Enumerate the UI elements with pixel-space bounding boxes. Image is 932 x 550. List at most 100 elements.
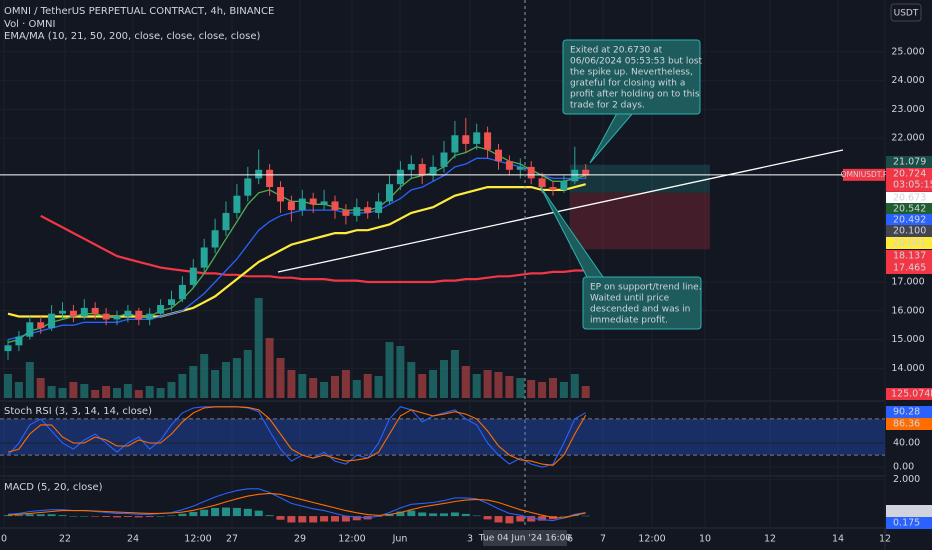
annotation-text: Exited at 20.6730 at [570, 46, 663, 56]
y-tick-label: 40.00 [893, 438, 920, 449]
price-tag [886, 250, 932, 262]
histogram-bar [167, 515, 176, 517]
currency-label[interactable]: USDT [894, 9, 919, 19]
candle-body [495, 149, 502, 162]
candle-body [364, 207, 372, 213]
candle-body [168, 299, 175, 306]
histogram-bar [134, 516, 143, 518]
price-tag [886, 225, 932, 237]
volume-bar [58, 388, 67, 398]
x-tick-label: 6 [567, 534, 573, 545]
x-tick-label: Jun [392, 534, 408, 545]
x-tick-label: 24 [127, 534, 139, 545]
candle-body [440, 152, 448, 167]
volume-bar [494, 372, 503, 398]
histogram-bar [123, 516, 132, 517]
candle-body [418, 164, 426, 176]
symbol-tag-label: OMNIUSDT.P [841, 170, 888, 179]
macd-line [7, 488, 586, 522]
annotation-text: grateful for closing with a [570, 79, 685, 89]
candle-body [4, 345, 12, 352]
volume-bar [102, 386, 111, 398]
candle-body [560, 181, 568, 190]
candle-body [353, 207, 361, 216]
candle-body [59, 310, 66, 314]
candle-body [473, 132, 481, 144]
volume-bar [385, 342, 394, 398]
histogram-bar [320, 516, 329, 522]
histogram-bar [494, 516, 503, 523]
volume-bar [581, 386, 590, 398]
price-tag-label: 20.673 [893, 193, 926, 204]
candle-body [484, 132, 492, 150]
histogram-bar [102, 516, 111, 517]
x-tick-label: 12 [764, 534, 776, 545]
volume-bar [4, 374, 12, 398]
candle-body [91, 307, 99, 314]
volume-bar [320, 382, 329, 398]
histogram-bar [113, 516, 121, 518]
volume-bar [309, 378, 318, 398]
candle-body [146, 313, 154, 320]
candle-body [102, 313, 110, 320]
histogram-bar [341, 516, 350, 522]
volume-bar [505, 376, 514, 398]
annotation-text: EP on support/trend line. [590, 283, 702, 293]
volume-bar [363, 374, 372, 398]
price-tag-label: 20.001 [893, 238, 926, 249]
histogram-bar [331, 516, 339, 522]
x-tick-label: 7 [600, 534, 606, 545]
volume-bar [123, 384, 132, 398]
candle-body [331, 201, 339, 211]
volume-bar [134, 390, 143, 398]
histogram-bar [396, 511, 405, 517]
volume-bar [91, 390, 100, 398]
candle-body [26, 322, 34, 337]
candle-body [266, 169, 274, 188]
volume-bar [36, 378, 45, 398]
histogram-bar [25, 514, 34, 517]
volume-bar [265, 338, 274, 398]
x-tick-label: 3 [467, 534, 473, 545]
y-tick-label: 14.000 [891, 363, 924, 374]
volume-bar [407, 362, 416, 398]
y-tick-label: 2.000 [893, 474, 920, 485]
histogram-bar [211, 507, 220, 517]
histogram-bar [276, 516, 285, 520]
candle-body [48, 313, 56, 329]
histogram-bar [298, 516, 307, 523]
moving-average-line [40, 214, 586, 284]
volume-bar [211, 370, 220, 398]
histogram-bar [581, 515, 590, 517]
candle-body [375, 201, 383, 213]
candle-body [200, 247, 208, 268]
candle-body [386, 184, 393, 202]
volume-bar [200, 354, 209, 398]
candle-body [342, 210, 350, 216]
histogram-bar [178, 513, 187, 517]
x-tick-label: 10 [699, 534, 711, 545]
volume-bar [396, 346, 405, 398]
volume-bar [516, 378, 525, 398]
histogram-bar [483, 516, 492, 520]
annotation-text: immediate profit. [590, 316, 668, 326]
volume-legend: Vol · OMNI [4, 19, 55, 30]
histogram-bar [265, 515, 274, 517]
candle-body [113, 316, 121, 320]
histogram-bar [461, 513, 470, 517]
volume-bar [538, 382, 547, 398]
volume-bar [222, 362, 230, 398]
x-tick-label: 29 [294, 534, 306, 545]
x-tick-label: 12:00 [184, 534, 211, 545]
histogram-bar [80, 516, 89, 517]
histogram-bar [309, 516, 318, 523]
currency-button[interactable] [890, 3, 922, 22]
volume-bar [472, 374, 481, 398]
price-tag [886, 156, 932, 168]
histogram-bar [58, 515, 67, 517]
stoch-line [7, 406, 586, 468]
price-tag-label: 18.137 [893, 251, 926, 262]
volume-bar [287, 370, 296, 398]
